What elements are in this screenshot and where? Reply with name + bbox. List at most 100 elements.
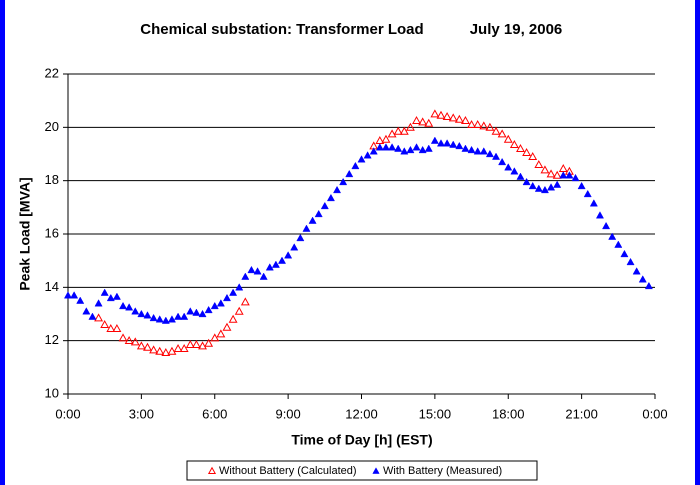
chart-subtitle: July 19, 2006 [470, 21, 563, 38]
data-point [290, 243, 299, 251]
data-point [534, 184, 543, 192]
legend-label: Without Battery (Calculated) [219, 465, 357, 477]
data-point [235, 283, 244, 291]
data-point [106, 324, 116, 333]
data-point [149, 313, 158, 322]
data-point [540, 185, 549, 194]
data-point [339, 177, 348, 186]
data-point [375, 143, 384, 151]
x-tick-label: 6:00 [202, 406, 227, 421]
data-point [106, 293, 115, 302]
data-point [131, 307, 140, 315]
data-point [363, 151, 372, 159]
data-point [112, 324, 122, 333]
data-point [436, 110, 446, 119]
data-point [149, 345, 159, 354]
data-point [412, 143, 421, 151]
data-point [320, 201, 329, 210]
data-point [485, 122, 495, 131]
data-point [76, 296, 85, 304]
data-point [173, 344, 183, 353]
frame-right [695, 0, 700, 485]
data-point [112, 292, 121, 300]
y-tick-label: 20 [45, 119, 59, 134]
data-point [381, 143, 390, 151]
data-point [381, 134, 391, 143]
x-tick-label: 9:00 [275, 406, 300, 421]
data-point [210, 301, 219, 310]
data-point [204, 305, 213, 314]
x-tick-label: 0:00 [55, 406, 80, 421]
data-point [424, 144, 433, 152]
data-point [119, 301, 128, 310]
data-point [608, 232, 617, 240]
data-point [405, 122, 415, 131]
data-point [345, 169, 354, 178]
data-point [124, 336, 134, 345]
data-point [277, 256, 287, 264]
data-point [326, 193, 335, 202]
data-point [369, 147, 378, 155]
y-axis-label: Peak Load [MVA] [17, 177, 33, 290]
data-point [449, 140, 458, 148]
y-tick-label: 10 [45, 385, 59, 400]
data-point [137, 309, 146, 318]
data-point [430, 136, 439, 144]
data-point [179, 344, 189, 353]
data-point [399, 126, 409, 135]
data-point [400, 147, 409, 155]
data-point [387, 129, 397, 138]
data-point [565, 171, 574, 179]
data-point [388, 143, 397, 151]
data-point [296, 233, 305, 242]
data-point [412, 116, 421, 125]
data-point [143, 342, 152, 351]
data-point [259, 272, 268, 280]
legend [186, 460, 538, 481]
data-point [192, 308, 201, 316]
data-point [302, 224, 311, 232]
data-point [82, 307, 91, 315]
data-point [528, 181, 537, 190]
data-point [155, 315, 164, 323]
x-tick-label: 15:00 [419, 406, 452, 421]
data-point [467, 120, 477, 129]
data-point [461, 144, 470, 152]
data-point [626, 257, 635, 266]
data-point [155, 346, 165, 355]
data-point [498, 157, 507, 166]
data-point [473, 120, 483, 129]
data-point [577, 181, 586, 190]
data-point [571, 173, 580, 182]
data-point [351, 161, 360, 170]
data-point [393, 126, 403, 135]
x-tick-label: 3:00 [129, 406, 154, 421]
data-point [204, 338, 214, 347]
data-point [406, 145, 415, 154]
data-point [430, 109, 440, 118]
data-point [546, 169, 556, 178]
data-point [167, 346, 177, 355]
data-point [333, 185, 342, 194]
data-point [284, 251, 293, 259]
data-point [216, 329, 226, 338]
data-point [222, 293, 232, 302]
data-point [632, 267, 641, 275]
data-point [522, 148, 532, 157]
data-point [510, 167, 519, 175]
data-point [185, 340, 195, 349]
data-point [240, 297, 250, 306]
data-point [229, 288, 238, 296]
y-tick-label: 16 [45, 225, 59, 240]
data-point [553, 180, 562, 188]
data-point [602, 221, 611, 230]
data-point [174, 312, 183, 320]
data-point [534, 160, 544, 169]
data-point [118, 333, 128, 342]
data-point [308, 216, 317, 224]
data-point [210, 333, 220, 342]
data-point [509, 140, 519, 149]
data-point [88, 312, 97, 320]
data-point [228, 314, 238, 323]
data-point [479, 121, 489, 130]
